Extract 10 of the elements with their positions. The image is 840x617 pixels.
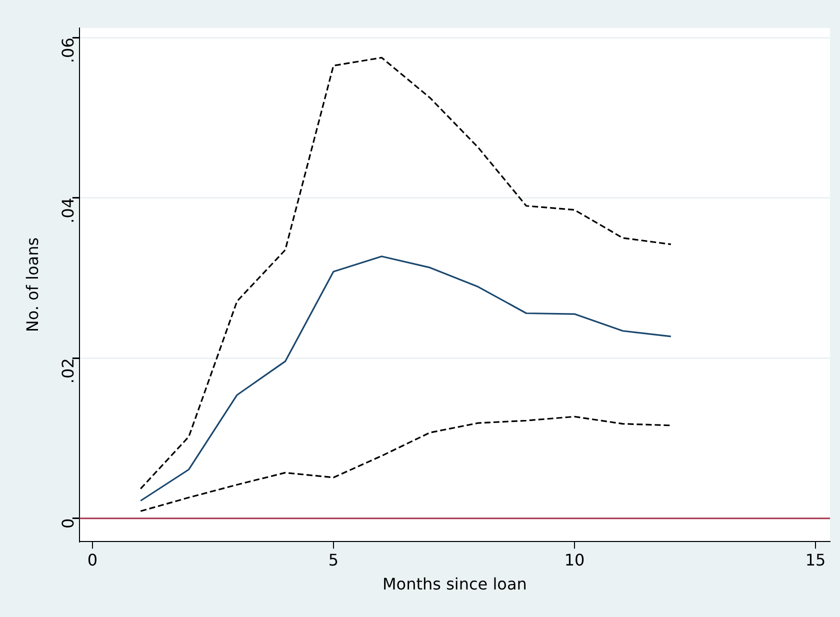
y-tick-label: .06 (58, 38, 78, 64)
x-tick-label: 0 (87, 550, 98, 570)
x-tick-label: 15 (805, 550, 826, 570)
x-axis-title: Months since loan (382, 574, 527, 594)
y-tick-label: 0 (58, 518, 78, 529)
x-tick-label: 5 (328, 550, 339, 570)
y-axis-title: No. of loans (22, 237, 42, 332)
y-tick-label: .04 (58, 198, 78, 224)
y-tick-label: .02 (58, 358, 78, 384)
x-tick-label: 10 (564, 550, 585, 570)
